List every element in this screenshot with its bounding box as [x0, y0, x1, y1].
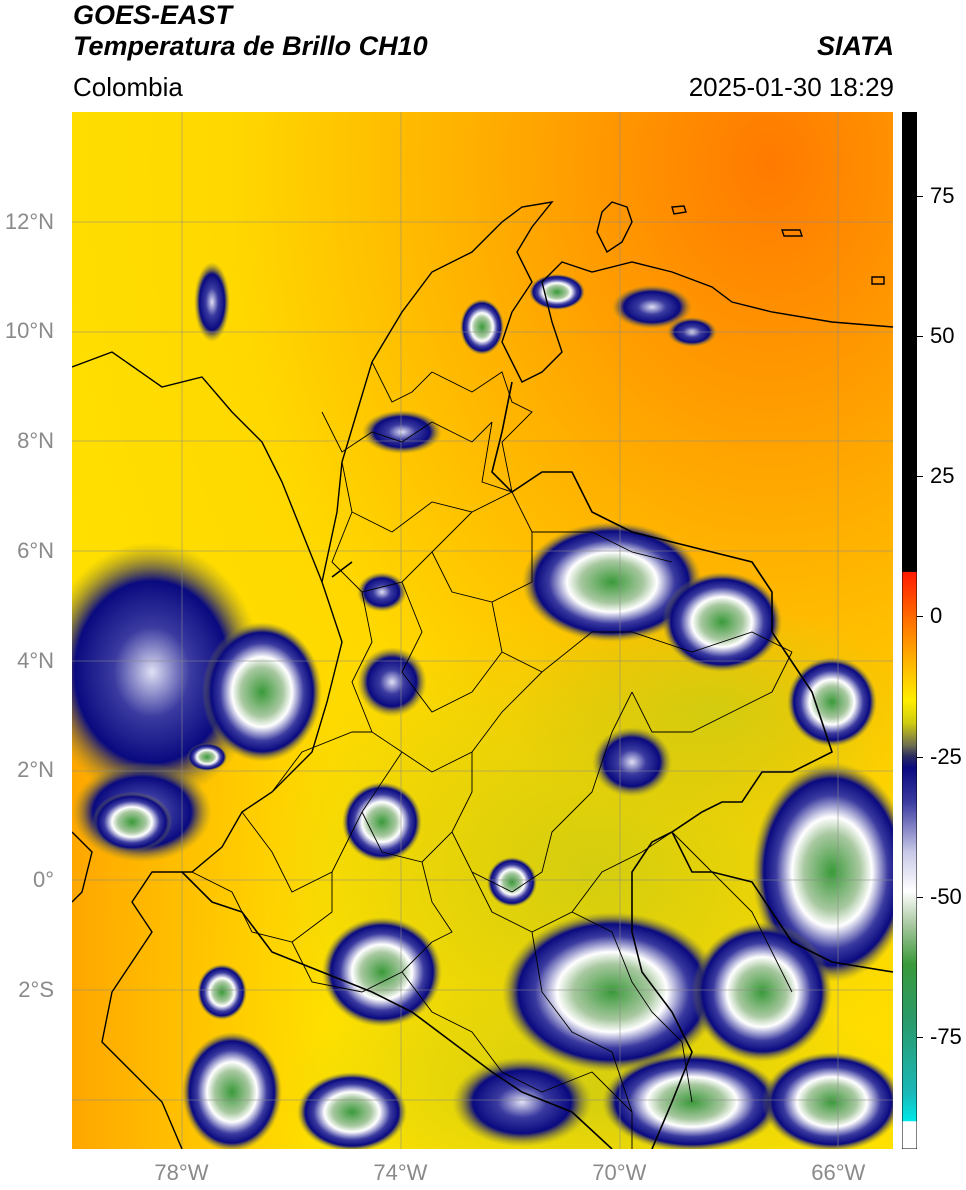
latitude-label: 4°N	[17, 647, 54, 673]
latitude-label: 2°S	[18, 976, 54, 1002]
datetime-label: 2025-01-30 18:29	[688, 72, 894, 102]
satellite-map[interactable]	[72, 112, 893, 1149]
satellite-title: GOES-EAST	[73, 0, 233, 30]
colorbar-tick-label: -75	[930, 1023, 962, 1049]
colorbar-tick-label: 0	[930, 603, 943, 629]
colorbar-tick-label: 25	[930, 463, 955, 489]
latitude-label: 0°	[32, 867, 54, 893]
longitude-label: 70°W	[592, 1160, 647, 1185]
colorbar-tick	[917, 756, 923, 758]
coastlines	[72, 201, 893, 1149]
longitude-label: 78°W	[154, 1160, 209, 1185]
colorbar-tick	[917, 476, 923, 478]
colorbar-tick-label: -25	[930, 743, 962, 769]
colorbar-tick-label: 50	[930, 323, 955, 349]
product-title: Temperatura de Brillo CH10	[73, 31, 428, 61]
region-label: Colombia	[73, 72, 183, 102]
admin-borders	[191, 361, 793, 1149]
temperature-colorbar	[902, 112, 917, 1149]
longitude-label: 66°W	[811, 1160, 866, 1185]
colorbar-tick	[917, 196, 923, 198]
national-borders	[181, 381, 893, 1149]
latitude-label: 10°N	[4, 318, 54, 344]
latitude-label: 12°N	[4, 208, 54, 234]
latitude-label: 6°N	[17, 537, 54, 563]
colorbar-tick	[917, 616, 923, 618]
convective-clouds	[72, 262, 893, 1149]
latitude-label: 2°N	[17, 757, 54, 783]
source-label: SIATA	[817, 31, 894, 61]
colorbar-tick	[917, 336, 923, 338]
colorbar-tick-label: 75	[930, 183, 955, 209]
colorbar-tick	[917, 896, 923, 898]
gridlines	[72, 112, 893, 1149]
colorbar-tick	[917, 1036, 923, 1038]
longitude-label: 74°W	[373, 1160, 428, 1185]
colorbar-tick-label: -50	[930, 883, 962, 909]
latitude-label: 8°N	[17, 428, 54, 454]
